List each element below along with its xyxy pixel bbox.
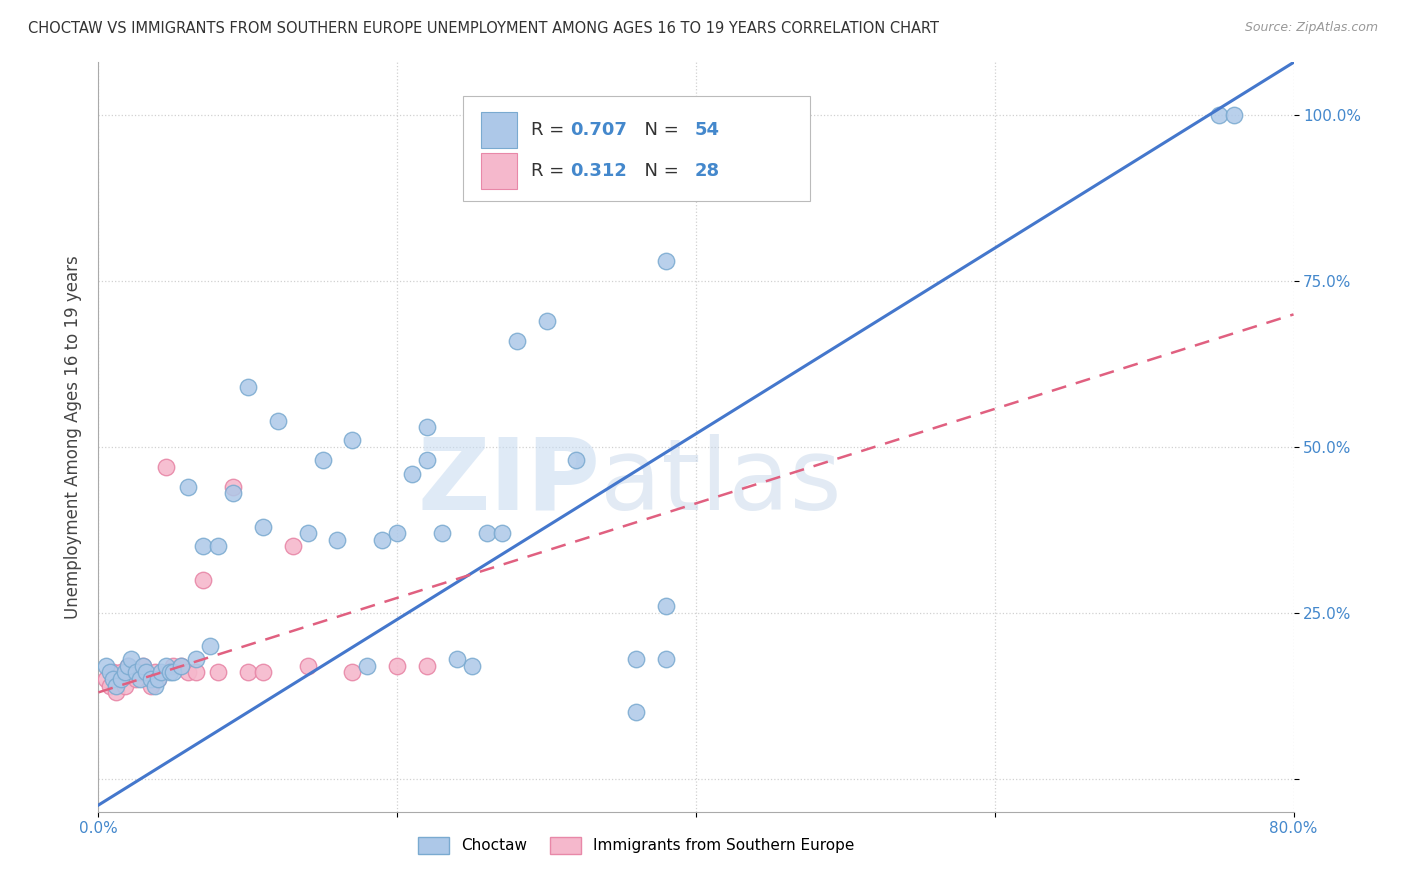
Point <box>162 665 184 680</box>
Point <box>117 658 139 673</box>
Point <box>105 685 128 699</box>
Point <box>342 434 364 448</box>
Text: R =: R = <box>531 162 569 180</box>
Point <box>1223 108 1246 122</box>
Point <box>177 480 200 494</box>
Point <box>184 652 207 666</box>
Point <box>281 540 304 554</box>
Point <box>222 486 245 500</box>
Point <box>207 540 229 554</box>
Point <box>98 679 122 693</box>
Point <box>461 658 484 673</box>
Point <box>236 380 259 394</box>
Point <box>297 526 319 541</box>
Point <box>132 658 155 673</box>
Text: N =: N = <box>633 162 685 180</box>
Point <box>385 526 409 541</box>
Point <box>416 658 439 673</box>
Point <box>143 679 166 693</box>
Point <box>139 672 162 686</box>
Point <box>342 665 364 680</box>
Point <box>655 254 678 268</box>
Point <box>267 413 290 427</box>
Text: 54: 54 <box>695 121 720 139</box>
Point <box>125 672 148 686</box>
Point <box>506 334 529 348</box>
Point <box>98 665 122 680</box>
Point <box>105 679 128 693</box>
Point <box>430 526 453 541</box>
FancyBboxPatch shape <box>463 96 810 201</box>
Point <box>297 658 319 673</box>
Point <box>385 658 409 673</box>
Point <box>191 540 214 554</box>
Point <box>139 679 162 693</box>
Legend: Choctaw, Immigrants from Southern Europe: Choctaw, Immigrants from Southern Europe <box>412 830 860 860</box>
Point <box>311 453 333 467</box>
Point <box>110 665 132 680</box>
Point <box>155 459 177 474</box>
Point <box>129 665 152 680</box>
Point <box>94 658 117 673</box>
Point <box>110 672 132 686</box>
Point <box>200 639 222 653</box>
Text: atlas: atlas <box>600 434 842 531</box>
Point <box>252 519 274 533</box>
Point <box>120 652 142 666</box>
Text: 0.707: 0.707 <box>571 121 627 139</box>
Point <box>114 679 136 693</box>
Point <box>475 526 498 541</box>
Point <box>1208 108 1230 122</box>
Text: 28: 28 <box>695 162 720 180</box>
Point <box>129 672 152 686</box>
Point <box>155 658 177 673</box>
Point <box>356 658 378 673</box>
Text: CHOCTAW VS IMMIGRANTS FROM SOUTHERN EUROPE UNEMPLOYMENT AMONG AGES 16 TO 19 YEAR: CHOCTAW VS IMMIGRANTS FROM SOUTHERN EURO… <box>28 21 939 36</box>
Point <box>326 533 349 547</box>
Point <box>655 652 678 666</box>
Point <box>416 453 439 467</box>
Point <box>184 665 207 680</box>
Point <box>222 480 245 494</box>
Point <box>135 665 157 680</box>
Point <box>117 658 139 673</box>
Text: R =: R = <box>531 121 569 139</box>
Point <box>150 665 173 680</box>
Point <box>655 599 678 614</box>
Point <box>446 652 468 666</box>
Bar <box>481 153 517 189</box>
Point <box>169 658 191 673</box>
Point <box>94 672 117 686</box>
Point <box>177 665 200 680</box>
Point <box>252 665 274 680</box>
Point <box>103 672 125 686</box>
Point <box>148 672 170 686</box>
Point <box>125 665 148 680</box>
Point <box>401 467 423 481</box>
Bar <box>481 112 517 148</box>
Point <box>143 665 166 680</box>
Text: 0.312: 0.312 <box>571 162 627 180</box>
Point <box>162 658 184 673</box>
Text: ZIP: ZIP <box>418 434 600 531</box>
Point <box>103 665 125 680</box>
Point <box>114 665 136 680</box>
Point <box>132 658 155 673</box>
Point <box>148 672 170 686</box>
Text: N =: N = <box>633 121 685 139</box>
Point <box>626 705 648 719</box>
Point <box>416 420 439 434</box>
Point <box>191 573 214 587</box>
Point <box>626 652 648 666</box>
Point <box>207 665 229 680</box>
Point <box>491 526 513 541</box>
Point <box>169 658 191 673</box>
Text: Source: ZipAtlas.com: Source: ZipAtlas.com <box>1244 21 1378 34</box>
Point <box>565 453 588 467</box>
Y-axis label: Unemployment Among Ages 16 to 19 years: Unemployment Among Ages 16 to 19 years <box>63 255 82 619</box>
Point <box>159 665 181 680</box>
Point <box>371 533 394 547</box>
Point <box>236 665 259 680</box>
Point <box>536 314 558 328</box>
